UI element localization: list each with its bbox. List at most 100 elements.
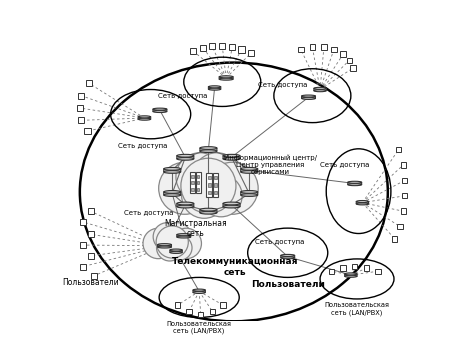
FancyBboxPatch shape bbox=[138, 117, 151, 119]
Bar bbox=[191, 175, 194, 178]
FancyBboxPatch shape bbox=[345, 274, 357, 276]
FancyBboxPatch shape bbox=[314, 88, 326, 91]
Text: Сеть доступа: Сеть доступа bbox=[118, 143, 168, 149]
Bar bbox=[210, 309, 215, 314]
Ellipse shape bbox=[177, 205, 194, 208]
Bar bbox=[402, 178, 408, 183]
Ellipse shape bbox=[200, 147, 217, 149]
Bar bbox=[364, 265, 369, 271]
Ellipse shape bbox=[241, 193, 258, 196]
Bar bbox=[191, 181, 194, 184]
Bar bbox=[346, 57, 352, 63]
Bar bbox=[219, 43, 225, 49]
Ellipse shape bbox=[241, 170, 258, 173]
Circle shape bbox=[143, 228, 173, 259]
Bar bbox=[206, 173, 212, 197]
Bar bbox=[80, 219, 86, 225]
Circle shape bbox=[171, 228, 202, 259]
Ellipse shape bbox=[164, 170, 181, 173]
Bar bbox=[207, 191, 211, 194]
Circle shape bbox=[159, 162, 211, 214]
Ellipse shape bbox=[138, 118, 151, 120]
Bar bbox=[351, 65, 356, 71]
Bar bbox=[396, 147, 401, 152]
Circle shape bbox=[193, 153, 241, 201]
Bar bbox=[214, 176, 217, 179]
Bar bbox=[239, 47, 244, 53]
Ellipse shape bbox=[302, 97, 315, 99]
Ellipse shape bbox=[193, 291, 205, 293]
Bar bbox=[248, 50, 254, 56]
Bar bbox=[340, 265, 346, 271]
Ellipse shape bbox=[200, 208, 217, 211]
Text: Телекоммуникационная
сеть: Телекоммуникационная сеть bbox=[172, 257, 298, 277]
FancyBboxPatch shape bbox=[200, 210, 217, 213]
Ellipse shape bbox=[223, 202, 240, 205]
Bar bbox=[200, 45, 206, 51]
Ellipse shape bbox=[158, 246, 171, 248]
Bar bbox=[400, 162, 406, 168]
Text: Пользовательская
сеть (LAN/PBX): Пользовательская сеть (LAN/PBX) bbox=[167, 321, 232, 334]
FancyBboxPatch shape bbox=[356, 201, 369, 204]
FancyBboxPatch shape bbox=[348, 182, 361, 184]
Circle shape bbox=[176, 153, 224, 201]
Ellipse shape bbox=[200, 150, 217, 152]
FancyBboxPatch shape bbox=[164, 169, 181, 172]
Circle shape bbox=[206, 162, 258, 214]
Bar bbox=[229, 44, 235, 50]
Bar bbox=[197, 175, 199, 178]
Ellipse shape bbox=[356, 203, 369, 205]
Ellipse shape bbox=[281, 255, 295, 257]
FancyBboxPatch shape bbox=[281, 256, 295, 258]
Bar bbox=[352, 264, 357, 269]
Bar bbox=[400, 209, 406, 214]
Bar bbox=[78, 93, 85, 99]
Bar bbox=[398, 224, 403, 229]
Ellipse shape bbox=[314, 90, 326, 92]
FancyBboxPatch shape bbox=[208, 87, 221, 89]
Text: Пользователи: Пользователи bbox=[251, 280, 324, 290]
Bar bbox=[298, 47, 303, 52]
FancyBboxPatch shape bbox=[223, 156, 240, 159]
Bar bbox=[213, 173, 218, 197]
Bar bbox=[88, 208, 94, 214]
FancyBboxPatch shape bbox=[177, 204, 194, 206]
Ellipse shape bbox=[348, 184, 361, 186]
FancyBboxPatch shape bbox=[241, 169, 258, 172]
Bar bbox=[196, 172, 201, 193]
Circle shape bbox=[157, 235, 183, 261]
Ellipse shape bbox=[153, 108, 167, 110]
Bar bbox=[209, 43, 215, 49]
Ellipse shape bbox=[170, 251, 182, 253]
Text: Сеть доступа: Сеть доступа bbox=[158, 93, 207, 99]
Bar bbox=[85, 128, 90, 134]
Ellipse shape bbox=[345, 275, 357, 277]
Circle shape bbox=[200, 175, 242, 217]
Ellipse shape bbox=[314, 87, 326, 90]
Bar bbox=[214, 183, 217, 187]
Bar bbox=[86, 80, 92, 86]
Bar bbox=[90, 273, 97, 279]
Ellipse shape bbox=[193, 289, 205, 291]
Bar bbox=[331, 47, 337, 52]
FancyBboxPatch shape bbox=[177, 156, 194, 159]
Ellipse shape bbox=[348, 181, 361, 183]
Ellipse shape bbox=[158, 244, 171, 246]
Ellipse shape bbox=[177, 236, 191, 238]
Bar bbox=[175, 303, 181, 308]
Bar bbox=[310, 44, 315, 50]
FancyBboxPatch shape bbox=[219, 77, 233, 79]
Text: Сеть доступа: Сеть доступа bbox=[320, 162, 369, 168]
Ellipse shape bbox=[356, 200, 369, 203]
Ellipse shape bbox=[164, 191, 181, 193]
Text: Пользователи: Пользователи bbox=[62, 278, 119, 287]
Ellipse shape bbox=[138, 116, 151, 118]
Ellipse shape bbox=[223, 157, 240, 160]
Ellipse shape bbox=[223, 205, 240, 208]
Circle shape bbox=[181, 158, 236, 213]
Bar bbox=[198, 312, 203, 317]
Ellipse shape bbox=[241, 168, 258, 170]
FancyBboxPatch shape bbox=[177, 235, 191, 237]
Bar bbox=[375, 269, 381, 274]
Bar bbox=[190, 48, 196, 54]
